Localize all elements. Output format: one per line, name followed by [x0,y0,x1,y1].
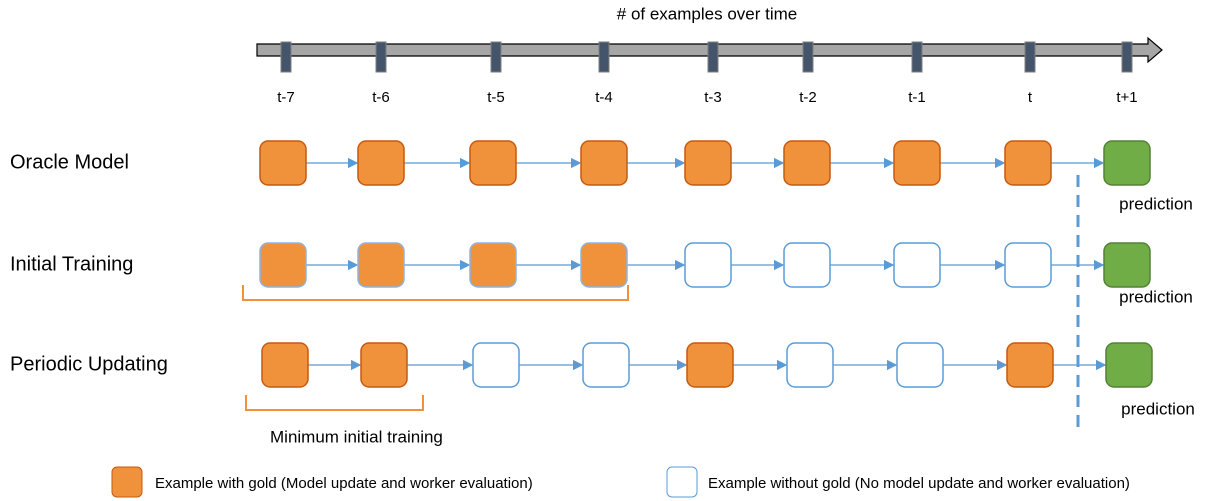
time-tick [280,41,292,73]
time-label: t-2 [799,89,817,106]
row-label: Periodic Updating [10,353,168,375]
prediction-box [1105,342,1153,388]
legend-label: Example without gold (No model update an… [708,475,1130,492]
gold-example [360,342,408,388]
prediction-label: prediction [1119,287,1193,306]
time-label: t+1 [1116,89,1137,106]
gold-example [684,140,732,186]
time-tick [490,41,502,73]
gold-example [1004,140,1052,186]
time-tick [375,41,387,73]
gold-example [261,342,309,388]
plain-example [783,242,831,288]
gold-example [259,242,307,288]
time-tick [1024,41,1036,73]
time-tick [707,41,719,73]
prediction-label: prediction [1119,194,1193,213]
time-label: t [1028,89,1033,106]
legend-swatch [666,466,698,498]
plain-example [896,342,944,388]
gold-example [469,242,517,288]
time-label: t-3 [704,89,722,106]
bracket [245,395,424,411]
gold-example [580,140,628,186]
plain-example [893,242,941,288]
plain-example [1004,242,1052,288]
gold-example [783,140,831,186]
prediction-box [1103,140,1151,186]
legend-swatch [111,466,143,498]
gold-example [357,140,405,186]
time-label: t-4 [595,89,613,106]
time-tick [598,41,610,73]
gold-example [893,140,941,186]
gold-example [686,342,734,388]
time-label: t-5 [487,89,505,106]
time-label: t-6 [372,89,390,106]
gold-example [1006,342,1054,388]
time-tick [802,41,814,73]
time-tick [911,41,923,73]
gold-example [469,140,517,186]
prediction-box [1103,242,1151,288]
row-label: Oracle Model [10,151,129,173]
bracket [242,285,629,301]
legend-label: Example with gold (Model update and work… [155,475,533,492]
gold-example [259,140,307,186]
title: # of examples over time [617,4,797,23]
row-label: Initial Training [10,253,133,275]
time-tick [1121,41,1133,73]
gold-example [580,242,628,288]
plain-example [582,342,630,388]
gold-example [357,242,405,288]
annotation: Minimum initial training [270,427,443,446]
time-label: t-1 [908,89,926,106]
plain-example [786,342,834,388]
plain-example [472,342,520,388]
prediction-label: prediction [1121,399,1195,418]
time-label: t-7 [277,89,295,106]
plain-example [684,242,732,288]
